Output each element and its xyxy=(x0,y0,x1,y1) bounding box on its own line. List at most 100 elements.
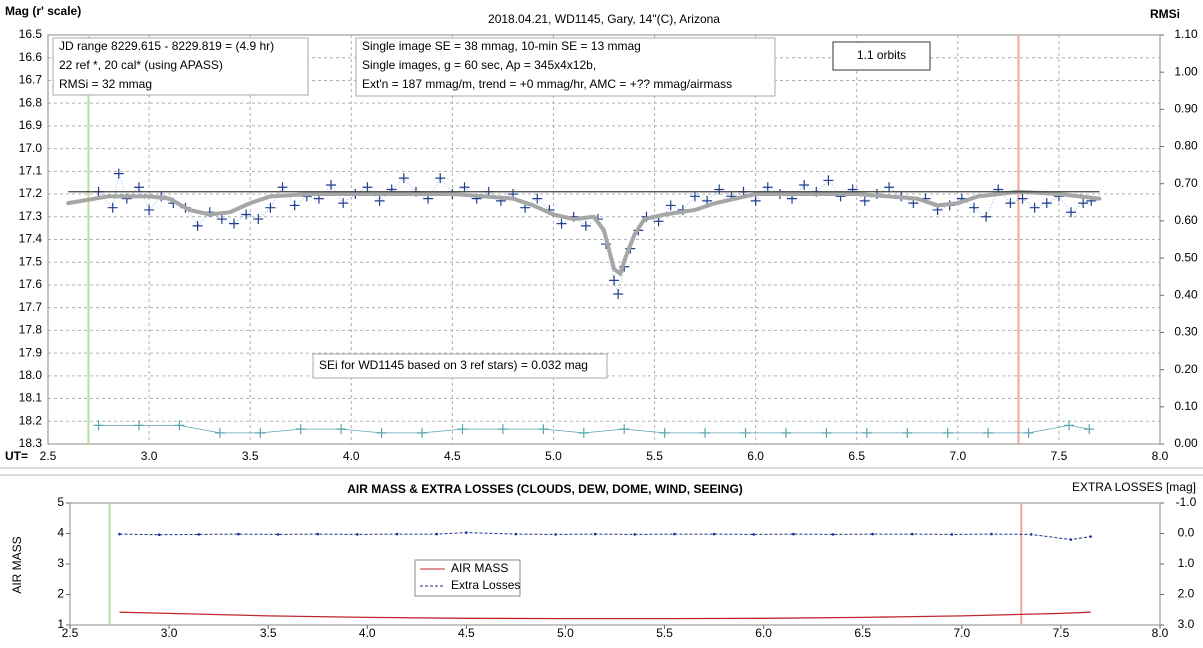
data-point xyxy=(659,427,670,438)
data-point xyxy=(613,289,624,300)
data-point xyxy=(871,532,874,536)
data-point xyxy=(398,173,409,184)
annotation-text: Ext'n = 187 mmag/m, trend = +0 mmag/hr, … xyxy=(362,77,732,91)
y-tick-label: 16.6 xyxy=(19,50,43,64)
y2-tick-label: 0.90 xyxy=(1174,102,1198,116)
data-point xyxy=(665,200,676,211)
data-point xyxy=(750,195,761,206)
data-point xyxy=(983,427,994,438)
y2-tick-label: 0.20 xyxy=(1174,362,1198,376)
data-point xyxy=(376,427,387,438)
x-tick-label: 4.5 xyxy=(444,449,461,463)
y-tick-label: 17.2 xyxy=(19,186,43,200)
y-axis-label: AIR MASS xyxy=(10,536,24,593)
data-point xyxy=(157,533,161,537)
x-tick-label: 3.0 xyxy=(161,626,178,640)
x-tick-label: 7.0 xyxy=(949,449,966,463)
data-point xyxy=(113,168,124,179)
data-point xyxy=(417,427,428,438)
data-point xyxy=(1064,420,1075,431)
data-point xyxy=(356,533,359,536)
y-tick-label: 5 xyxy=(57,495,64,509)
y-tick-label: 17.6 xyxy=(19,277,43,291)
y-tick-label: 17.7 xyxy=(19,300,43,314)
y2-tick-label: 0.60 xyxy=(1174,213,1198,227)
data-point xyxy=(609,275,620,286)
data-point xyxy=(1069,538,1073,541)
annotation-text: 1.1 orbits xyxy=(857,48,906,62)
data-point xyxy=(435,173,446,184)
data-point xyxy=(457,424,468,435)
y-axis-label: Mag (r' scale) xyxy=(5,4,81,18)
data-point xyxy=(780,427,791,438)
x-tick-label: 7.5 xyxy=(1053,626,1070,640)
y2-tick-label: 0.30 xyxy=(1174,325,1198,339)
data-point xyxy=(374,195,385,206)
y-tick-label: 18.0 xyxy=(19,368,43,382)
y-tick-label: 17.0 xyxy=(19,141,43,155)
y2-tick-label: 0.40 xyxy=(1174,287,1198,301)
y2-tick-label: 0.80 xyxy=(1174,139,1198,153)
data-point xyxy=(823,175,834,186)
data-point xyxy=(1066,207,1077,218)
data-point xyxy=(497,424,508,435)
x-tick-label: 6.5 xyxy=(848,449,865,463)
data-point xyxy=(714,184,725,195)
data-point xyxy=(133,420,144,431)
x-tick-label: 2.5 xyxy=(62,626,79,640)
y-tick-label: 16.8 xyxy=(19,95,43,109)
annotation-box xyxy=(312,353,608,379)
data-point xyxy=(593,532,597,536)
data-point xyxy=(902,427,913,438)
annotation-text: 22 ref *, 20 cal* (using APASS) xyxy=(59,58,223,72)
y-tick-label: 17.3 xyxy=(19,209,43,223)
data-point xyxy=(295,424,306,435)
data-point xyxy=(289,200,300,211)
data-point xyxy=(884,182,895,193)
data-point xyxy=(712,532,716,536)
data-point xyxy=(362,182,373,193)
data-point xyxy=(799,179,810,190)
legend-box xyxy=(414,559,521,597)
y-tick-label: 18.1 xyxy=(19,391,43,405)
data-point xyxy=(336,424,347,435)
chart-title: 2018.04.21, WD1145, Gary, 14"(C), Arizon… xyxy=(488,12,720,26)
data-point xyxy=(118,532,121,536)
data-point xyxy=(762,182,773,193)
data-point xyxy=(578,427,589,438)
data-point xyxy=(465,531,468,534)
y2-tick-label: 0.10 xyxy=(1174,399,1198,413)
series-line xyxy=(98,425,1090,434)
legend-label: Extra Losses xyxy=(451,578,520,592)
data-point xyxy=(968,202,979,213)
x-tick-label: 6.5 xyxy=(854,626,871,640)
data-point xyxy=(192,220,203,231)
y2-axis-label: EXTRA LOSSES [mag] xyxy=(1072,480,1196,494)
data-point xyxy=(277,182,288,193)
data-point xyxy=(255,427,266,438)
y-tick-label: 1 xyxy=(57,617,64,631)
data-point xyxy=(93,420,104,431)
y-tick-label: 3 xyxy=(57,556,64,570)
data-point xyxy=(554,533,557,536)
data-point xyxy=(326,179,337,190)
data-point xyxy=(197,533,201,536)
series-line xyxy=(119,611,1091,620)
data-point xyxy=(821,427,832,438)
x-tick-label: 4.0 xyxy=(359,626,376,640)
y2-tick-label: -1.0 xyxy=(1176,495,1197,509)
data-point xyxy=(950,533,954,536)
legend-label: AIR MASS xyxy=(451,561,508,575)
data-point xyxy=(861,427,872,438)
x-tick-label: 3.5 xyxy=(242,449,259,463)
data-point xyxy=(265,202,276,213)
data-point xyxy=(673,532,676,536)
plot-frame xyxy=(47,34,1161,445)
y-tick-label: 17.9 xyxy=(19,345,43,359)
data-point xyxy=(174,420,185,431)
annotation-text: Single images, g = 60 sec, Ap = 345x4x12… xyxy=(362,58,596,72)
y-tick-label: 4 xyxy=(57,526,64,540)
data-point xyxy=(214,427,225,438)
